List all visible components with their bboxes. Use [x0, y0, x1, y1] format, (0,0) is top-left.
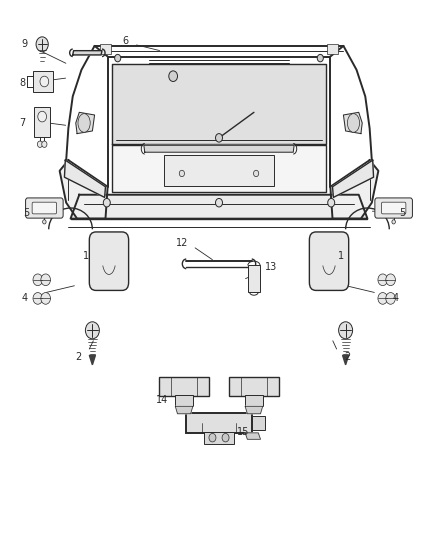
Circle shape	[85, 322, 99, 339]
Text: 5: 5	[23, 208, 29, 219]
Circle shape	[215, 134, 223, 142]
Circle shape	[41, 274, 50, 286]
FancyBboxPatch shape	[89, 232, 129, 290]
Circle shape	[209, 433, 216, 442]
Ellipse shape	[347, 114, 360, 132]
Text: 2: 2	[75, 352, 81, 362]
Polygon shape	[330, 160, 378, 219]
Circle shape	[254, 170, 259, 176]
Polygon shape	[89, 356, 95, 365]
Bar	[186, 413, 252, 433]
Polygon shape	[245, 433, 261, 439]
Text: 2: 2	[345, 352, 351, 362]
Circle shape	[36, 37, 48, 52]
Circle shape	[328, 198, 335, 207]
Text: 6: 6	[122, 36, 128, 45]
Bar	[175, 394, 193, 406]
Circle shape	[40, 76, 49, 87]
Bar	[248, 265, 260, 292]
Circle shape	[41, 293, 50, 304]
Ellipse shape	[78, 114, 90, 132]
Circle shape	[33, 293, 42, 304]
Circle shape	[169, 71, 177, 82]
Bar	[100, 44, 111, 54]
Polygon shape	[245, 406, 263, 414]
Circle shape	[38, 111, 46, 122]
Circle shape	[42, 141, 47, 148]
Circle shape	[42, 220, 46, 224]
Circle shape	[103, 198, 110, 207]
Circle shape	[222, 433, 229, 442]
Text: 12: 12	[176, 238, 188, 247]
Circle shape	[115, 54, 121, 62]
Circle shape	[179, 170, 184, 176]
Text: 15: 15	[237, 427, 249, 438]
Circle shape	[378, 293, 388, 304]
Circle shape	[386, 293, 396, 304]
Circle shape	[317, 54, 323, 62]
Circle shape	[215, 198, 223, 207]
Bar	[34, 107, 50, 137]
FancyBboxPatch shape	[25, 198, 63, 218]
Polygon shape	[343, 112, 362, 134]
Bar	[327, 44, 338, 54]
Bar	[164, 155, 274, 185]
Polygon shape	[76, 112, 95, 134]
Bar	[159, 376, 209, 395]
Circle shape	[386, 274, 396, 286]
Bar	[245, 394, 263, 406]
Text: 8: 8	[19, 78, 25, 88]
Bar	[229, 376, 279, 395]
Text: 1: 1	[338, 251, 344, 261]
Polygon shape	[175, 406, 193, 414]
Text: 7: 7	[19, 118, 26, 128]
FancyBboxPatch shape	[375, 198, 413, 218]
FancyBboxPatch shape	[309, 232, 349, 290]
Bar	[112, 146, 326, 192]
Polygon shape	[112, 64, 326, 144]
FancyBboxPatch shape	[381, 202, 406, 214]
Bar	[204, 432, 234, 443]
FancyBboxPatch shape	[32, 202, 57, 214]
Circle shape	[33, 274, 42, 286]
Polygon shape	[71, 195, 367, 219]
Text: 1: 1	[83, 251, 89, 261]
Text: 13: 13	[265, 262, 278, 271]
Circle shape	[392, 220, 396, 224]
Circle shape	[339, 322, 353, 339]
Text: 4: 4	[21, 293, 28, 303]
Bar	[33, 71, 53, 92]
Polygon shape	[60, 160, 108, 219]
Text: 9: 9	[21, 39, 28, 49]
Polygon shape	[144, 146, 294, 152]
Circle shape	[37, 141, 42, 148]
Circle shape	[378, 274, 388, 286]
Text: 14: 14	[156, 395, 168, 406]
Bar	[252, 416, 265, 430]
Polygon shape	[332, 160, 374, 197]
Text: 5: 5	[399, 208, 406, 219]
Polygon shape	[343, 356, 349, 365]
Text: 4: 4	[393, 293, 399, 303]
Polygon shape	[64, 160, 106, 197]
Polygon shape	[73, 51, 102, 55]
